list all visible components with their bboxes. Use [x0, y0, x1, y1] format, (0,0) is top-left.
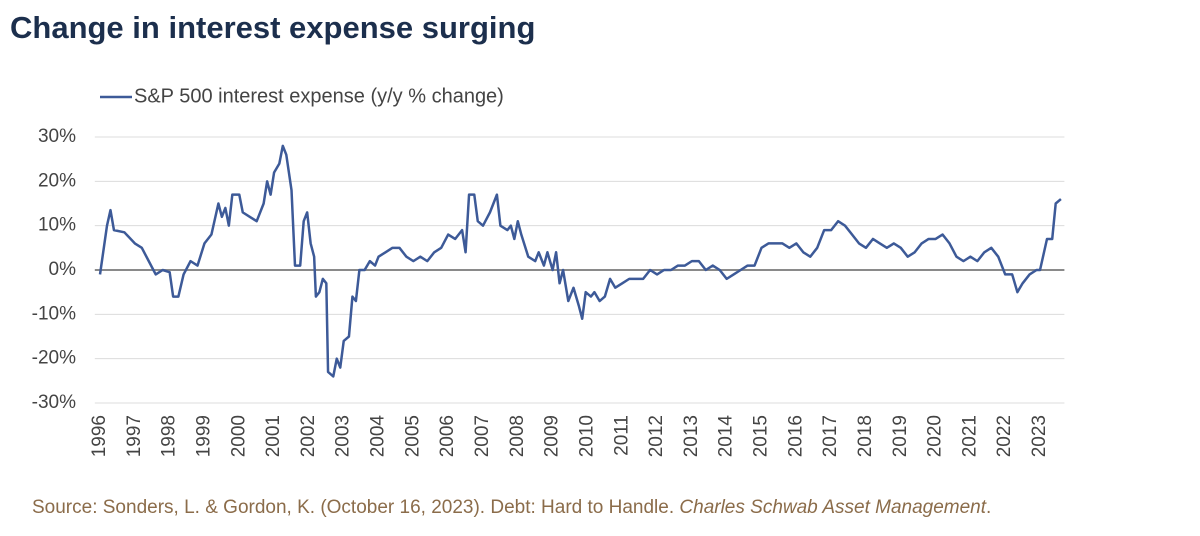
source-text: Source: Sonders, L. & Gordon, K. (Octobe…: [32, 497, 679, 518]
x-tick-label: 1998: [159, 415, 180, 457]
x-tick-label: 2012: [646, 415, 667, 457]
y-tick-label: 20%: [38, 170, 76, 191]
x-tick-label: 2007: [472, 415, 493, 457]
x-tick-label: 2004: [368, 415, 389, 458]
x-tick-label: 2019: [890, 415, 911, 457]
y-tick-label: 10%: [38, 215, 76, 236]
x-tick-label: 2005: [402, 415, 423, 457]
x-tick-label: 1999: [193, 415, 214, 457]
x-tick-label: 2011: [611, 415, 632, 456]
x-tick-label: 2016: [785, 415, 806, 457]
legend-label: S&P 500 interest expense (y/y % change): [134, 85, 504, 107]
y-tick-label: -30%: [32, 392, 76, 413]
x-tick-label: 2002: [298, 415, 319, 457]
x-tick-label: 2013: [681, 415, 702, 457]
x-tick-label: 2018: [855, 415, 876, 457]
x-tick-label: 2021: [959, 415, 980, 457]
x-tick-label: 2006: [437, 415, 458, 457]
source-end: .: [986, 497, 991, 518]
x-tick-label: 1996: [89, 415, 110, 457]
x-tick-label: 2022: [994, 415, 1015, 457]
chart-title: Change in interest expense surging: [10, 10, 535, 45]
source-publisher: Charles Schwab Asset Management: [679, 497, 986, 518]
x-tick-label: 2009: [542, 415, 563, 457]
y-tick-label: -20%: [32, 348, 76, 369]
x-tick-label: 2000: [228, 415, 249, 457]
x-tick-label: 2017: [820, 415, 841, 457]
x-tick-label: 2014: [716, 415, 737, 458]
x-tick-label: 2008: [507, 415, 528, 457]
x-tick-label: 2001: [263, 415, 284, 457]
x-tick-label: 2023: [1029, 415, 1050, 457]
source: Source: Sonders, L. & Gordon, K. (Octobe…: [32, 497, 991, 518]
x-tick-label: 1997: [124, 415, 145, 457]
x-tick-label: 2015: [751, 415, 772, 457]
data-line: [98, 144, 1062, 378]
y-tick-label: -10%: [32, 303, 76, 324]
y-tick-label: 30%: [38, 126, 76, 147]
x-tick-label: 2003: [333, 415, 354, 457]
x-tick-label: 2010: [576, 415, 597, 457]
y-tick-label: 0%: [49, 259, 77, 280]
x-tick-label: 2020: [925, 415, 946, 457]
